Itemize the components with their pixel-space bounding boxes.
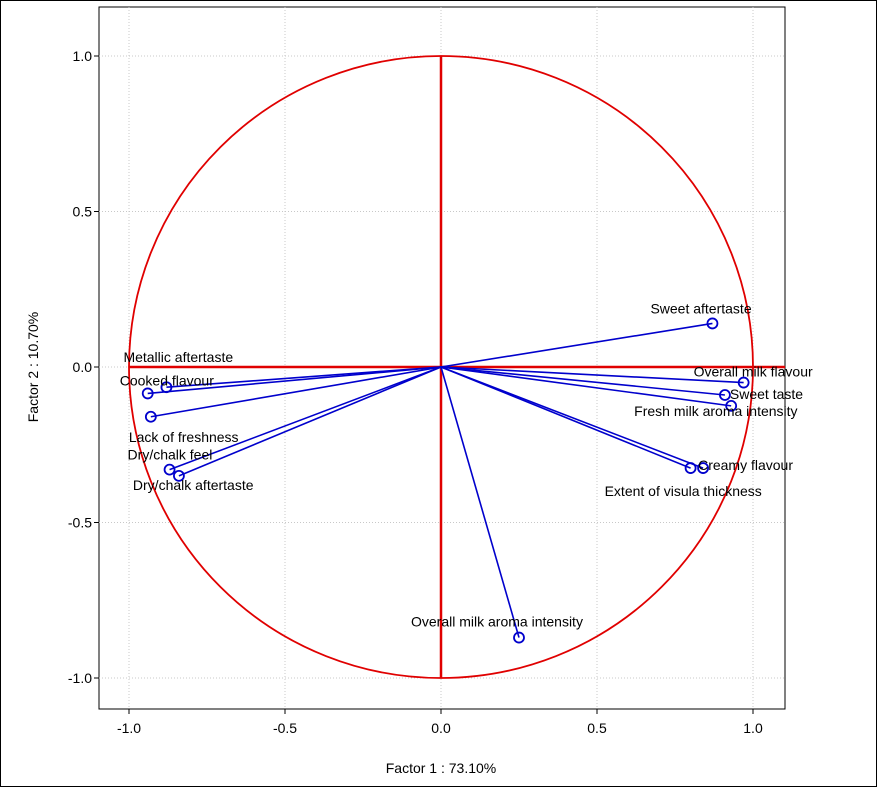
- variable-vector: [169, 366, 442, 471]
- variable-point: [513, 631, 525, 644]
- x-tick-label: -1.0: [117, 720, 141, 736]
- variable-point: [141, 387, 154, 400]
- variable-vector: [440, 366, 732, 407]
- variable-label: Extent of visula thickness: [605, 483, 762, 499]
- variable-vector: [440, 322, 713, 368]
- x-tick-labels: -1.0 -0.5 0.0 0.5 1.0: [117, 709, 763, 736]
- variable-vector: [440, 366, 691, 469]
- variable-point: [684, 462, 697, 474]
- variable-point: [719, 389, 731, 401]
- variable-label: Metallic aftertaste: [123, 349, 233, 365]
- variable-label: Overall milk flavour: [694, 364, 813, 380]
- variable-label: Overall milk aroma intensity: [411, 614, 583, 630]
- variable-label: Dry/chalk feel: [128, 447, 213, 463]
- y-tick-label: 1.0: [73, 48, 93, 64]
- variable-point: [725, 399, 738, 412]
- variable-label: Dry/chalk aftertaste: [133, 477, 254, 493]
- x-axis-title: Factor 1 : 73.10%: [386, 760, 497, 776]
- x-tick-label: 0.5: [587, 720, 607, 736]
- variable-label: Fresh milk aroma intensity: [634, 403, 797, 419]
- variable-label: Sweet aftertaste: [650, 300, 751, 316]
- variable-vector: [440, 366, 744, 384]
- x-tick-label: 1.0: [743, 720, 763, 736]
- y-tick-labels: 1.0 0.5 0.0 -0.5 -1.0: [68, 48, 99, 686]
- correlation-circle: [128, 55, 754, 679]
- y-tick-label: 0.5: [73, 204, 93, 220]
- variable-point: [737, 376, 750, 389]
- variable-point: [144, 410, 157, 423]
- x-tick-label: -0.5: [273, 720, 297, 736]
- variable-point: [706, 317, 719, 330]
- variable-vector: [147, 366, 442, 395]
- y-axis-title: Factor 2 : 10.70%: [25, 312, 41, 423]
- variable-labels: Sweet aftertaste Overall milk flavour Swee…: [120, 300, 813, 629]
- variable-label: Lack of freshness: [129, 429, 239, 445]
- x-tick-label: 0.0: [431, 720, 451, 736]
- unit-circle: [128, 55, 754, 679]
- variable-vectors: [141, 317, 750, 644]
- variable-vector: [440, 366, 725, 396]
- variable-point: [173, 469, 185, 482]
- y-tick-label: -1.0: [68, 670, 92, 686]
- variable-vector: [150, 366, 442, 418]
- variable-vector: [178, 366, 442, 477]
- variable-vector: [440, 366, 520, 638]
- variable-label: Sweet taste: [730, 386, 803, 402]
- variable-label: Cooked flavour: [120, 372, 215, 388]
- variable-point: [697, 462, 709, 474]
- y-tick-label: 0.0: [73, 359, 93, 375]
- variable-label: Creamy flavour: [698, 457, 793, 473]
- y-tick-label: -0.5: [68, 515, 92, 531]
- variable-point: [163, 463, 176, 476]
